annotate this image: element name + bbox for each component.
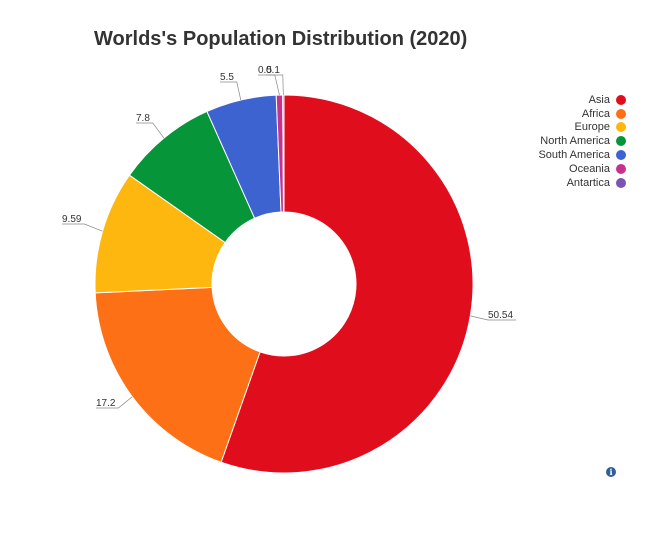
data-label-antartica: 0.1 [266,65,280,76]
legend-label: Asia [588,93,610,106]
slices-group [94,94,474,474]
leader-line-africa [96,396,133,409]
slice-antartica[interactable] [282,94,285,213]
legend-label: Africa [581,107,610,120]
legend-color-dot [616,150,626,161]
leader-line-europe [62,223,103,232]
legend-color-dot [616,94,626,105]
legend-item-africa[interactable]: Africa [500,107,626,121]
legend-item-north-america[interactable]: North America [500,134,626,148]
leader-line-asia [470,315,516,321]
legend: Asia Africa Europe North America South Ameri… [500,93,626,190]
data-label-south-america: 5.5 [220,72,234,83]
leader-line-north-america [136,122,165,139]
data-label-africa: 17.2 [96,398,116,409]
legend-label: Europe [574,121,610,134]
data-label-asia: 50.54 [488,310,513,321]
leader-line-antartica [266,74,284,96]
legend-label: Oceania [569,162,610,175]
slice-africa[interactable] [94,286,261,463]
legend-label: Antartica [566,176,610,189]
legend-item-south-america[interactable]: South America [500,148,626,162]
legend-color-dot [616,136,626,147]
legend-item-oceania[interactable]: Oceania [500,162,626,176]
legend-label: South America [538,149,610,162]
info-icon[interactable]: i [606,467,616,477]
legend-item-europe[interactable]: Europe [500,121,626,135]
legend-item-asia[interactable]: Asia [500,93,626,107]
data-label-oceania: 0.5 [258,65,272,76]
data-label-europe: 9.59 [62,214,82,225]
legend-item-antartica[interactable]: Antartica [500,176,626,190]
legend-color-dot [616,177,626,188]
legend-color-dot [616,108,626,119]
legend-color-dot [616,163,626,174]
data-label-north-america: 7.8 [136,113,150,124]
legend-color-dot [616,122,626,133]
chart-title: Worlds's Population Distribution (2020) [94,28,468,50]
leader-line-south-america [220,81,242,101]
labels-group: 50.54 17.2 9.59 7.8 5.5 0.50.1 [62,65,516,409]
legend-label: North America [540,135,610,148]
leader-line-oceania [258,74,280,96]
